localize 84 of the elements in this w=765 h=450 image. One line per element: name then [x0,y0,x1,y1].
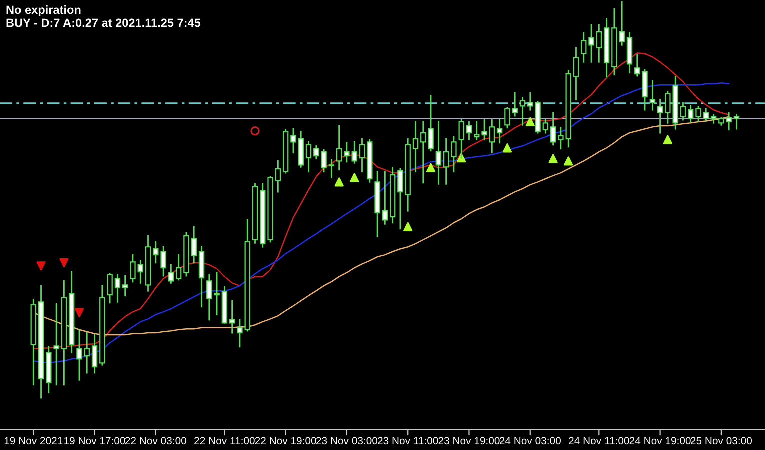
candlestick [328,159,335,179]
candlestick [710,114,717,124]
candlestick [550,112,556,146]
candlestick [634,54,640,77]
candlestick [466,121,472,141]
candlestick [84,332,90,374]
annotation: No expiration [6,6,81,16]
candlestick [168,264,174,284]
point [36,262,46,271]
candlestick [688,105,694,123]
candlestick [650,80,656,111]
candlestick [428,95,434,152]
point [663,135,673,144]
x-tick-label: 25 Nov 03:00 [690,437,752,445]
candlestick [92,334,98,374]
point [526,117,535,127]
candlestick [703,108,709,122]
point [404,222,413,232]
x-tick-label: 19 Nov 2021 [4,437,63,445]
candlestick [680,102,686,121]
candlestick [336,125,342,171]
candlestick [451,136,457,173]
candlestick [420,121,426,184]
candlestick [542,119,549,134]
candlestick [107,273,113,304]
candlestick [657,99,664,134]
x-tick-label: 23 Nov 11:00 [378,437,438,445]
point [74,308,84,318]
point [60,258,69,268]
candlestick [122,275,128,297]
candlestick [382,171,388,225]
candlestick [275,160,282,193]
candlestick [474,121,480,141]
point [426,163,436,172]
candlestick [496,119,503,144]
point [502,144,512,153]
candlestick [520,97,526,126]
x-tick-label: 24 Nov 19:00 [630,437,691,445]
candlestick [229,300,236,334]
candlestick [290,128,296,154]
x-tick-label: 24 Nov 11:00 [569,437,630,445]
candlestick [581,32,587,63]
x-tick-label: 22 Nov 19:00 [255,437,316,445]
point [564,156,574,166]
candlestick [321,149,327,173]
x-tick-label: 22 Nov 11:00 [194,437,255,445]
candlestick [482,119,488,141]
point [250,126,260,136]
candlestick [237,319,243,348]
candlestick [573,47,580,101]
candlestick [528,92,534,111]
candlestick [76,329,82,381]
candlestick [306,141,312,173]
x-tick-label: 23 Nov 19:00 [438,437,500,445]
candlestick [696,106,702,122]
candlestick [130,254,136,283]
point [334,178,344,187]
candlestick [54,303,60,386]
candlestick [412,121,419,173]
candlestick [596,24,602,63]
candlestick [138,260,144,284]
candlestick [344,142,350,163]
candlestick [588,24,594,63]
candlestick [206,274,212,321]
x-tick-label: 24 Nov 03:00 [500,437,561,445]
candlestick [214,272,220,316]
candlestick [458,119,464,159]
point [350,173,360,182]
candlestick [359,138,366,173]
x-tick-label: 22 Nov 03:00 [125,437,186,445]
candlestick [114,274,121,303]
point [548,154,558,164]
candlestick [436,121,442,185]
candlestick [443,138,450,185]
x-tick-label: 23 Nov 03:00 [316,437,378,445]
candlestick [398,168,404,230]
x-tick-label: 19 Nov 17:00 [64,437,126,445]
candlestick [191,226,197,264]
annotation: BUY - D:7 A:0.27 at 2021.11.25 7:45 [6,18,201,28]
candlestick [176,254,182,281]
candlestick [314,145,320,160]
candlestick [489,119,496,154]
candlestick [352,141,358,164]
candlestick [734,114,740,130]
